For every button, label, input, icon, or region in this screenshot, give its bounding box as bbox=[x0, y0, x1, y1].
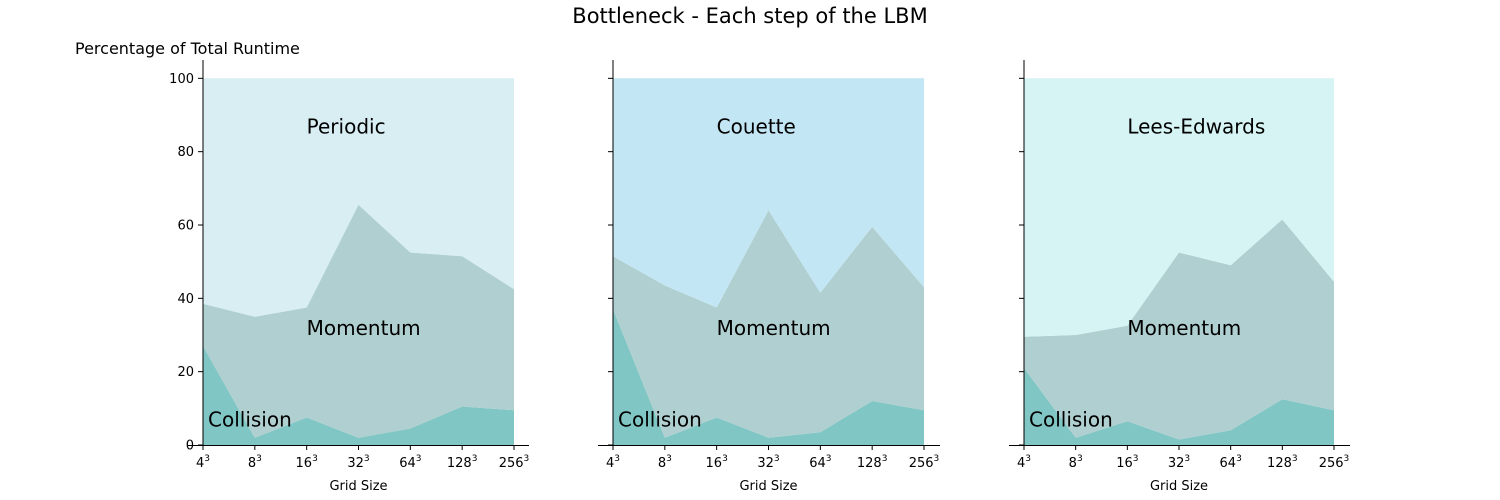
x-tick-label: 43 bbox=[1017, 454, 1031, 471]
x-tick-label: 83 bbox=[1069, 454, 1083, 471]
x-tick-label: 43 bbox=[606, 454, 620, 471]
x-axis-label: Grid Size bbox=[329, 479, 387, 494]
y-axis-label: Percentage of Total Runtime bbox=[75, 39, 300, 58]
x-tick-label: 323 bbox=[757, 454, 779, 471]
x-tick-label: 163 bbox=[296, 454, 318, 471]
panel-2: Collision Momentum Couette 43 83 163 323 643 128… bbox=[598, 60, 940, 494]
area-couette bbox=[613, 78, 924, 308]
x-axis-label: Grid Size bbox=[1150, 479, 1208, 494]
series-label-lees-edwards: Lees-Edwards bbox=[1127, 114, 1265, 138]
series-label-collision: Collision bbox=[208, 408, 292, 432]
y-tick-label: 40 bbox=[177, 292, 194, 307]
series-label-collision: Collision bbox=[618, 408, 702, 432]
area-momentum bbox=[1024, 219, 1334, 440]
series-label-periodic: Periodic bbox=[307, 114, 386, 138]
x-tick-label: 83 bbox=[658, 454, 672, 471]
x-tick-label: 643 bbox=[809, 454, 831, 471]
x-tick-label: 2563 bbox=[499, 454, 530, 471]
x-tick-label: 163 bbox=[706, 454, 728, 471]
y-tick-label: 80 bbox=[177, 145, 194, 160]
y-tick-label: 0 bbox=[186, 439, 194, 454]
x-tick-label: 643 bbox=[399, 454, 421, 471]
area-collision bbox=[1024, 368, 1334, 445]
area-periodic bbox=[203, 78, 514, 317]
y-tick-label: 20 bbox=[177, 365, 194, 380]
x-tick-label: 83 bbox=[248, 454, 262, 471]
area-collision bbox=[613, 309, 924, 445]
panel-1: Collision Momentum Periodic 0 20 40 60 80 100 43 8… bbox=[169, 60, 529, 494]
y-tick-label: 100 bbox=[169, 72, 194, 87]
x-tick-label: 1283 bbox=[1267, 454, 1298, 471]
series-label-momentum: Momentum bbox=[1127, 316, 1241, 340]
panel-3: Collision Momentum Lees-Edwards 43 83 163 323 6… bbox=[1009, 60, 1350, 494]
series-label-momentum: Momentum bbox=[717, 316, 831, 340]
area-lees-edwards bbox=[1024, 78, 1334, 337]
figure-title: Bottleneck - Each step of the LBM bbox=[572, 4, 928, 28]
x-tick-label: 43 bbox=[196, 454, 210, 471]
x-axis-label: Grid Size bbox=[739, 479, 797, 494]
area-momentum bbox=[203, 204, 514, 438]
x-tick-label: 1283 bbox=[857, 454, 888, 471]
series-label-collision: Collision bbox=[1029, 408, 1113, 432]
x-tick-label: 2563 bbox=[1319, 454, 1350, 471]
x-tick-label: 163 bbox=[1116, 454, 1138, 471]
x-tick-label: 323 bbox=[1168, 454, 1190, 471]
x-tick-label: 2563 bbox=[909, 454, 940, 471]
x-tick-label: 323 bbox=[347, 454, 369, 471]
series-label-couette: Couette bbox=[717, 114, 796, 138]
series-label-momentum: Momentum bbox=[307, 316, 421, 340]
x-tick-label: 1283 bbox=[447, 454, 478, 471]
x-tick-label: 643 bbox=[1220, 454, 1242, 471]
area-momentum bbox=[613, 210, 924, 438]
y-tick-label: 60 bbox=[177, 219, 194, 234]
area-collision bbox=[203, 346, 514, 445]
